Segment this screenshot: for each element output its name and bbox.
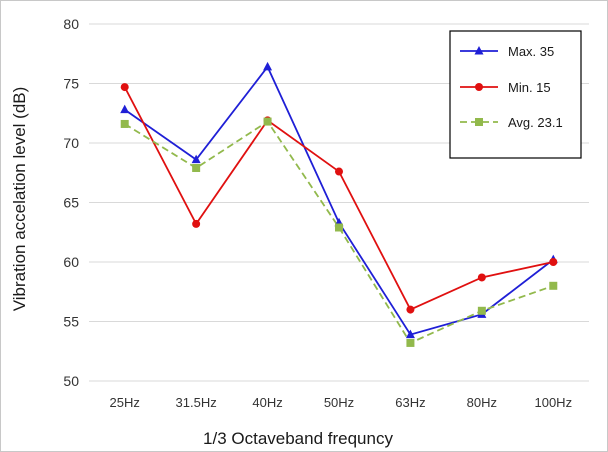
data-point bbox=[549, 281, 558, 290]
x-tick-labels: 25Hz 31.5Hz 40Hz 50Hz 63Hz 80Hz 100Hz bbox=[110, 395, 573, 410]
x-tick-label: 100Hz bbox=[534, 395, 572, 410]
y-tick-label: 55 bbox=[63, 314, 79, 330]
y-tick-label: 65 bbox=[63, 195, 79, 211]
data-point bbox=[192, 163, 201, 172]
data-point bbox=[192, 219, 201, 228]
x-axis-label: 1/3 Octaveband frequncy bbox=[203, 429, 393, 448]
x-tick-label: 50Hz bbox=[324, 395, 354, 410]
legend-label: Min. 15 bbox=[508, 80, 551, 95]
y-tick-labels: 50 55 60 65 70 75 80 bbox=[63, 16, 79, 389]
data-point bbox=[549, 258, 558, 266]
legend-marker bbox=[474, 46, 484, 55]
data-point bbox=[477, 273, 486, 282]
x-tick-label: 63Hz bbox=[395, 395, 425, 410]
x-tick-label: 40Hz bbox=[252, 395, 282, 410]
x-tick-label: 80Hz bbox=[467, 395, 497, 410]
y-tick-label: 75 bbox=[63, 76, 79, 92]
legend-box bbox=[449, 30, 582, 159]
legend-label: Max. 35 bbox=[508, 44, 554, 59]
data-point bbox=[406, 338, 415, 347]
data-point bbox=[335, 223, 343, 232]
x-tick-label: 31.5Hz bbox=[176, 395, 217, 410]
data-point bbox=[120, 83, 129, 92]
legend-marker bbox=[475, 83, 483, 91]
y-axis-label: Vibration accelation level (dB) bbox=[10, 87, 29, 312]
data-point bbox=[405, 329, 415, 339]
y-tick-label: 50 bbox=[63, 373, 79, 389]
y-tick-label: 70 bbox=[63, 135, 79, 151]
data-point bbox=[191, 154, 201, 164]
legend-label: Avg. 23.1 bbox=[508, 115, 563, 130]
y-tick-label: 80 bbox=[63, 16, 79, 32]
legend-marker bbox=[475, 118, 483, 126]
series-markers bbox=[120, 61, 558, 347]
data-point bbox=[335, 167, 343, 176]
data-point bbox=[120, 119, 129, 128]
data-point bbox=[263, 61, 273, 71]
data-point bbox=[477, 306, 486, 315]
data-point bbox=[406, 305, 415, 314]
data-point bbox=[263, 117, 272, 126]
x-tick-label: 25Hz bbox=[110, 395, 140, 410]
y-tick-label: 60 bbox=[63, 254, 79, 270]
data-point bbox=[120, 104, 130, 114]
legend: Max. 35 Min. 15 Avg. 23.1 bbox=[449, 30, 582, 159]
